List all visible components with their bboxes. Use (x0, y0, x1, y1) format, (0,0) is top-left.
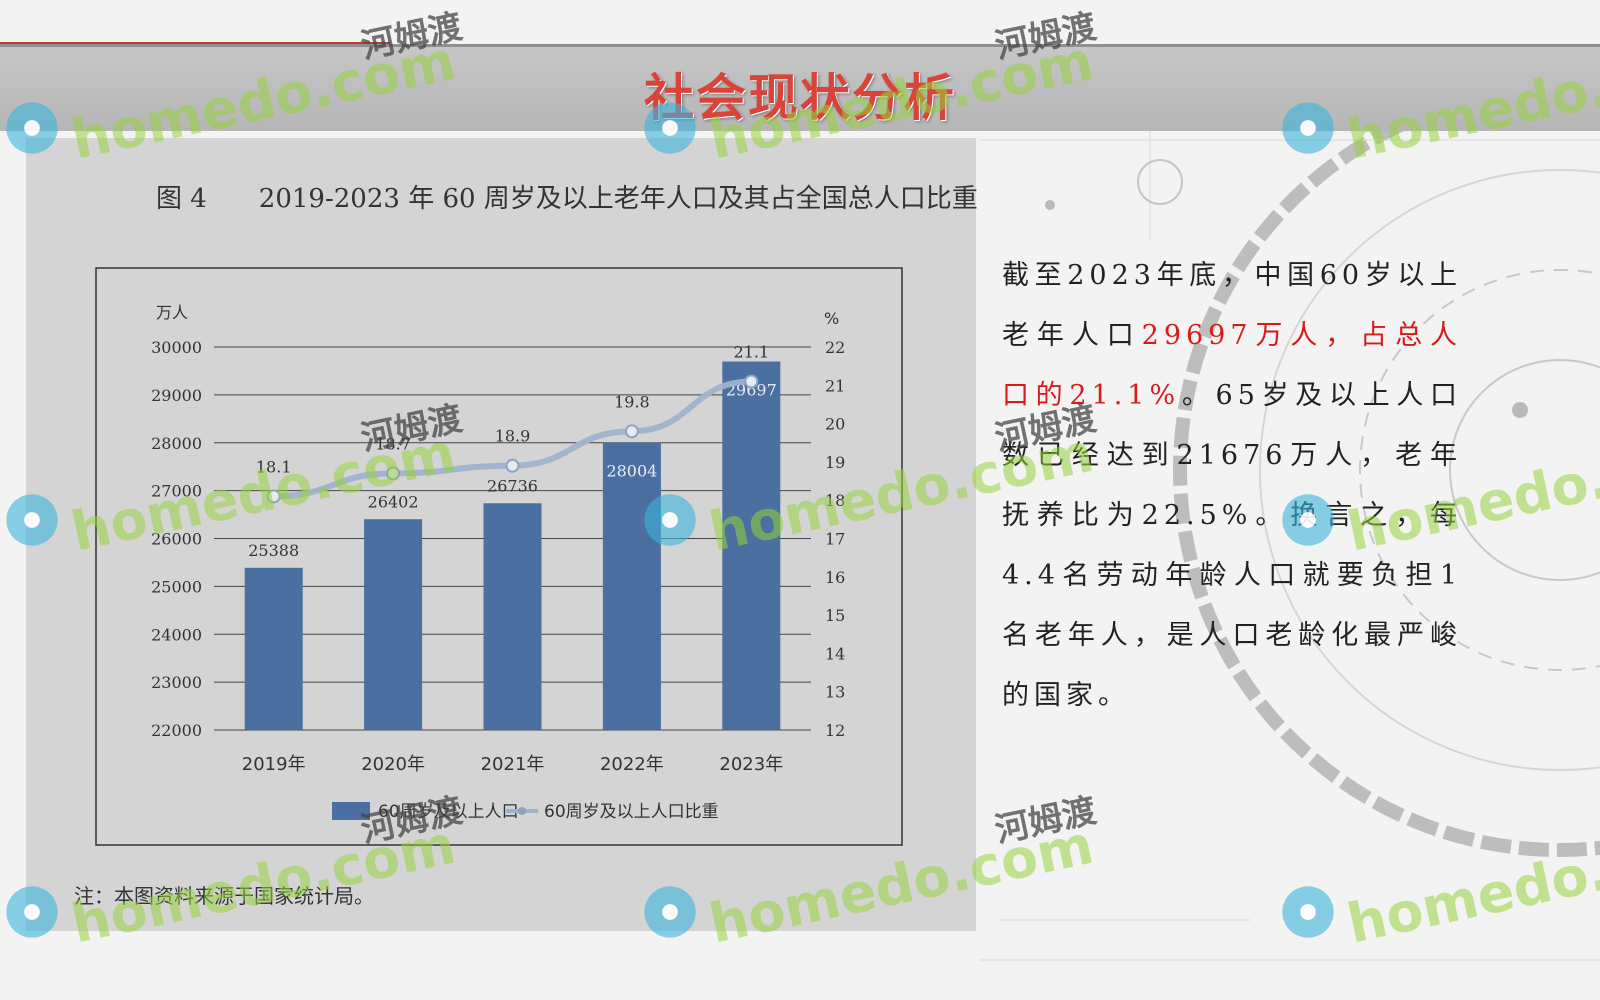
y-tick-label: 30000 (151, 338, 202, 357)
line-point (505, 458, 520, 473)
bar-value-label: 25388 (248, 541, 299, 560)
bar-value-label: 26402 (368, 492, 419, 511)
body-text-highlight: 29697万人，占总人口的21.1% (1002, 320, 1462, 411)
y-tick-label: 22000 (151, 721, 202, 740)
figure-note: 注：本图资料来源于国家统计局。 (74, 884, 374, 908)
body-paragraph: 截至2023年底，中国60岁以上老年人口29697万人，占总人口的21.1%。6… (1002, 246, 1462, 726)
legend-bar-label: 60周岁及以上人口 (378, 802, 519, 822)
line-value-label: 18.7 (375, 434, 411, 453)
line-point (266, 489, 281, 504)
y-axis-unit: 万人 (156, 303, 188, 322)
line-point (744, 374, 759, 389)
y-tick-label: 27000 (151, 482, 202, 501)
bar-line-chart: 22000 23000 24000 25000 26000 27000 28000 29000… (95, 267, 903, 846)
y2-tick-label: 12 (825, 721, 845, 740)
y2-tick-label: 18 (825, 491, 845, 510)
line-value-label: 19.8 (614, 392, 650, 411)
body-text-part-2: 。65岁及以上人口数已经达到21676万人，老年抚养比为22.5%。换言之，每4… (1002, 380, 1463, 711)
y2-axis-unit: % (824, 309, 839, 328)
bar (722, 361, 781, 730)
line-point (386, 466, 401, 481)
page-title: 社会现状分析 (644, 69, 956, 127)
y2-tick-label: 19 (825, 453, 845, 472)
bar-value-label: 26736 (487, 476, 538, 495)
legend-bar-swatch (332, 802, 370, 820)
y2-tick-label: 21 (825, 376, 845, 395)
y-tick-label: 25000 (151, 577, 202, 596)
top-accent-line (0, 42, 390, 44)
legend-line-label: 60周岁及以上人口比重 (544, 802, 719, 822)
x-tick-label: 2020年 (361, 754, 425, 775)
y2-tick-label: 14 (825, 644, 845, 663)
x-tick-label: 2023年 (719, 754, 783, 775)
x-tick-label: 2022年 (600, 754, 664, 775)
y2-tick-label: 13 (825, 683, 845, 702)
line-value-label: 18.1 (256, 457, 292, 476)
y-tick-label: 26000 (151, 530, 202, 549)
y2-tick-label: 17 (825, 530, 845, 549)
x-tick-label: 2019年 (242, 754, 306, 775)
bar (602, 442, 661, 730)
chart-frame (95, 267, 903, 846)
line-point (624, 424, 639, 439)
line-value-label: 21.1 (733, 342, 769, 361)
bar (483, 503, 542, 730)
chart-figure: 图 4 2019-2023 年 60 周岁及以上老年人口及其占全国总人口比重 2… (26, 138, 978, 931)
bar (364, 519, 423, 730)
y2-tick-label: 16 (825, 568, 845, 587)
y-tick-label: 23000 (151, 673, 202, 692)
line-value-label: 18.9 (495, 427, 531, 446)
bar-value-label: 28004 (606, 462, 657, 481)
y-tick-label: 28000 (151, 434, 202, 453)
y-tick-label: 29000 (151, 386, 202, 405)
x-tick-label: 2021年 (481, 754, 545, 775)
body-text-part-1: 截至2023年底，中国60岁以上老年人口 (1002, 260, 1462, 351)
y2-tick-label: 15 (825, 606, 845, 625)
legend-line-marker (518, 807, 526, 815)
figure-title: 图 4 2019-2023 年 60 周岁及以上老年人口及其占全国总人口比重 (156, 184, 978, 214)
y-tick-label: 24000 (151, 625, 202, 644)
y2-tick-label: 22 (825, 338, 845, 357)
y2-tick-label: 20 (825, 415, 845, 434)
bar (244, 567, 303, 730)
